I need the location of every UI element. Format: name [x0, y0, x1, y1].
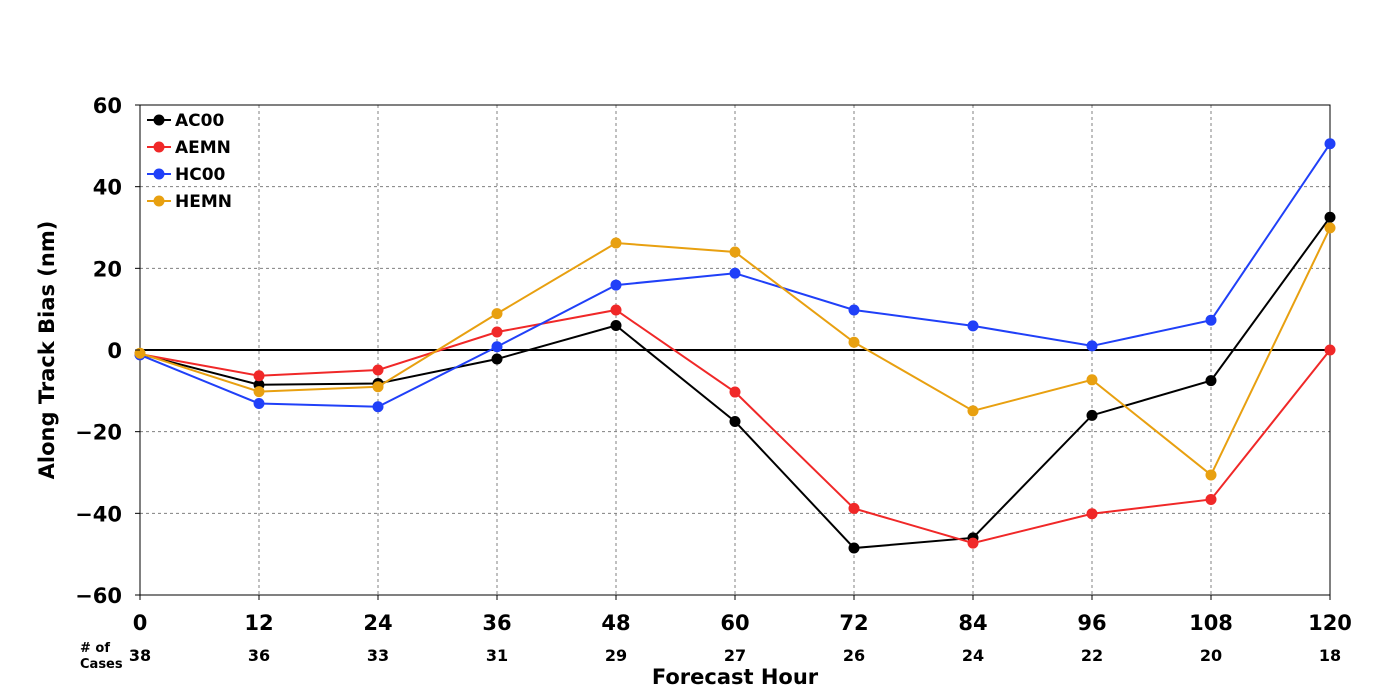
case-count-label: 20 — [1200, 646, 1222, 665]
x-tick-label: 48 — [601, 611, 630, 635]
y-axis-title: Along Track Bias (nm) — [35, 221, 59, 480]
case-count-label: 31 — [486, 646, 508, 665]
data-point-hc00 — [372, 401, 384, 413]
legend-label-ac00: AC00 — [175, 111, 224, 131]
data-point-hemn — [1205, 469, 1217, 481]
legend-label-aemn: AEMN — [175, 138, 231, 158]
x-tick-label: 120 — [1308, 611, 1352, 635]
x-tick-label: 96 — [1077, 611, 1106, 635]
data-point-hc00 — [1324, 138, 1336, 150]
case-count-label: 26 — [843, 646, 865, 665]
case-count-label: 18 — [1319, 646, 1341, 665]
x-tick-label: 36 — [482, 611, 511, 635]
x-axis-title: Forecast Hour — [652, 665, 819, 689]
cases-row: # of Cases 38 36 33 31 29 27 26 24 22 20 18 — [80, 641, 1341, 672]
data-point-hc00 — [1086, 340, 1098, 352]
legend: AC00 AEMN HC00 HEMN — [147, 111, 232, 212]
data-point-hc00 — [848, 304, 860, 316]
case-count-label: 33 — [367, 646, 389, 665]
data-point-hemn — [848, 336, 860, 348]
data-point-hc00 — [1205, 314, 1217, 326]
data-point-hemn — [610, 237, 622, 249]
data-point-aemn — [610, 304, 622, 316]
data-point-hemn — [729, 246, 741, 258]
data-point-hemn — [134, 347, 146, 359]
data-point-hemn — [1086, 374, 1098, 386]
data-point-aemn — [967, 537, 979, 549]
case-count-label: 36 — [248, 646, 270, 665]
legend-label-hemn: HEMN — [175, 192, 232, 212]
data-point-aemn — [848, 502, 860, 514]
legend-marker-aemn — [153, 141, 165, 153]
data-point-hc00 — [253, 397, 265, 409]
case-count-label: 27 — [724, 646, 746, 665]
data-point-hemn — [1324, 222, 1336, 234]
data-point-hemn — [372, 381, 384, 393]
data-point-aemn — [1086, 508, 1098, 520]
legend-marker-ac00 — [153, 114, 165, 126]
y-tick-label: −40 — [75, 502, 122, 526]
x-axis-ticks: 0 12 24 36 48 60 72 84 96 108 120 — [133, 595, 1352, 635]
data-point-ac00 — [491, 353, 503, 365]
x-tick-label: 108 — [1189, 611, 1233, 635]
case-count-label: 22 — [1081, 646, 1103, 665]
cases-label-line1: # of — [80, 641, 110, 656]
x-tick-label: 0 — [133, 611, 148, 635]
y-tick-label: 60 — [93, 94, 122, 118]
data-point-hc00 — [491, 341, 503, 353]
data-point-aemn — [729, 386, 741, 398]
x-tick-label: 24 — [363, 611, 392, 635]
y-tick-label: −20 — [75, 421, 122, 445]
y-tick-label: 0 — [107, 339, 122, 363]
case-count-label: 38 — [129, 646, 151, 665]
data-point-ac00 — [1205, 375, 1217, 387]
data-point-ac00 — [610, 320, 622, 331]
data-point-aemn — [372, 364, 384, 376]
data-point-hc00 — [729, 267, 741, 279]
data-point-hemn — [491, 308, 503, 320]
x-tick-label: 84 — [958, 611, 987, 635]
legend-label-hc00: HC00 — [175, 165, 226, 185]
data-point-hemn — [253, 386, 265, 398]
data-point-aemn — [253, 370, 265, 382]
data-point-ac00 — [1086, 409, 1098, 421]
data-point-aemn — [1205, 493, 1217, 505]
x-tick-label: 72 — [839, 611, 868, 635]
legend-marker-hc00 — [153, 168, 165, 180]
data-point-hemn — [967, 405, 979, 417]
data-point-ac00 — [1324, 211, 1336, 223]
data-point-aemn — [491, 326, 503, 338]
x-tick-label: 60 — [720, 611, 749, 635]
case-count-label: 29 — [605, 646, 627, 665]
data-point-ac00 — [729, 415, 741, 427]
y-tick-label: 40 — [93, 176, 122, 200]
legend-marker-hemn — [153, 195, 165, 207]
y-axis-ticks: 60 40 20 0 −20 −40 −60 — [75, 94, 140, 608]
cases-label-line2: Cases — [80, 657, 123, 672]
y-tick-label: 20 — [93, 257, 122, 281]
x-tick-label: 12 — [244, 611, 273, 635]
case-count-label: 24 — [962, 646, 984, 665]
series-layer — [134, 138, 1336, 554]
y-tick-label: −60 — [75, 584, 122, 608]
data-point-hc00 — [967, 320, 979, 332]
data-point-aemn — [1324, 344, 1336, 356]
data-point-hc00 — [610, 279, 622, 291]
data-point-ac00 — [848, 542, 860, 554]
